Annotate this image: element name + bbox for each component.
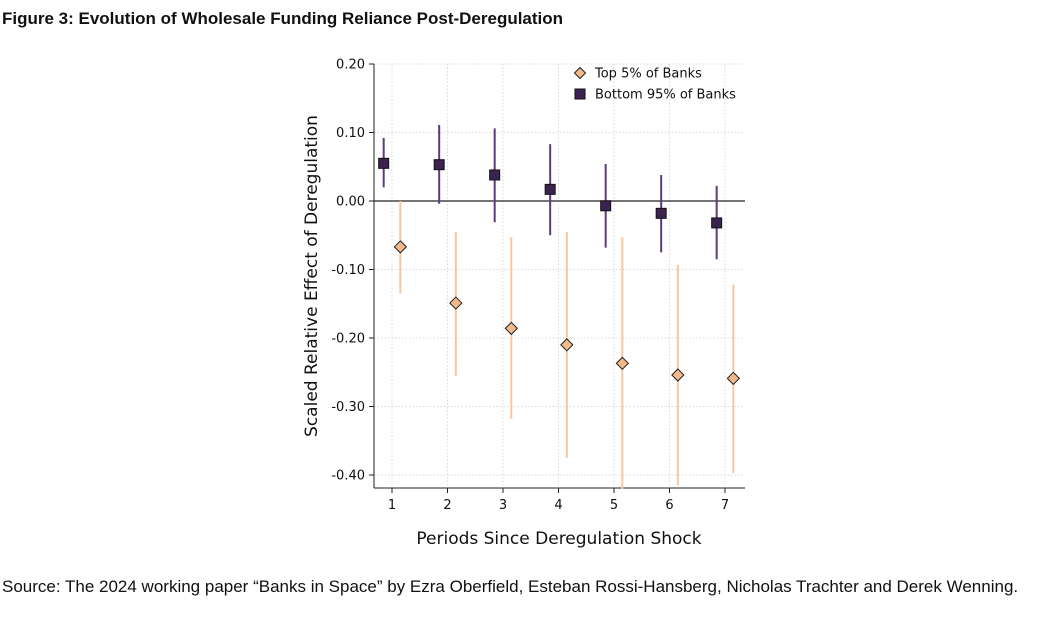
data-point-square xyxy=(378,157,390,169)
data-point-diamond xyxy=(615,356,630,371)
legend-marker-diamond xyxy=(573,66,587,80)
data-point-square xyxy=(711,217,723,229)
data-point-square xyxy=(655,207,667,219)
y-axis-title: Scaled Relative Effect of Deregulation xyxy=(302,115,322,437)
y-tick-label: 0.00 xyxy=(336,195,365,210)
series xyxy=(378,124,741,489)
data-point-square xyxy=(544,183,556,195)
x-tick-label: 2 xyxy=(443,498,451,513)
series-bottom-95-percent xyxy=(378,124,723,260)
grid xyxy=(374,63,745,488)
x-tick-label: 7 xyxy=(721,498,729,513)
data-point-diamond xyxy=(449,296,463,310)
ticks: 0.20 0.10 0.00 -0.10 -0.20 -0.30 -0.40 1 2 3 4 5 6 7 xyxy=(331,58,729,514)
legend-label: Top 5% of Banks xyxy=(594,67,702,82)
data-point-diamond xyxy=(671,368,685,382)
x-tick-label: 4 xyxy=(554,498,562,513)
x-tick-label: 1 xyxy=(388,498,396,513)
legend-label: Bottom 95% of Banks xyxy=(595,88,736,103)
data-point-square xyxy=(489,169,501,181)
y-tick-label: 0.20 xyxy=(336,58,365,73)
x-axis-title: Periods Since Deregulation Shock xyxy=(416,529,701,549)
legend: Top 5% of Banks Bottom 95% of Banks xyxy=(573,66,736,103)
data-point-diamond xyxy=(504,321,519,336)
y-tick-label: 0.10 xyxy=(336,126,365,141)
y-tick-label: -0.10 xyxy=(331,263,365,278)
y-tick-label: -0.40 xyxy=(331,469,365,484)
data-point-diamond xyxy=(393,240,408,254)
legend-marker-square xyxy=(574,88,586,100)
figure-title: Figure 3: Evolution of Wholesale Funding… xyxy=(2,9,564,28)
data-point-square xyxy=(433,159,445,171)
chart: 0.200.100.00-0.10-0.20-0.30-0.401 2 3 4 5 6 7 … xyxy=(302,58,745,549)
data-point-diamond xyxy=(560,338,574,352)
x-tick-label: 5 xyxy=(610,498,618,513)
series-top-5-percent xyxy=(393,201,741,489)
y-tick-label: -0.30 xyxy=(331,400,365,415)
source-note: Source: The 2024 working paper “Banks in… xyxy=(2,577,1019,596)
data-point-square xyxy=(600,200,612,212)
x-tick-label: 3 xyxy=(499,498,507,513)
x-tick-label: 6 xyxy=(665,498,673,513)
axes xyxy=(373,64,745,489)
data-point-diamond xyxy=(726,371,741,386)
y-tick-label: -0.20 xyxy=(331,332,365,347)
